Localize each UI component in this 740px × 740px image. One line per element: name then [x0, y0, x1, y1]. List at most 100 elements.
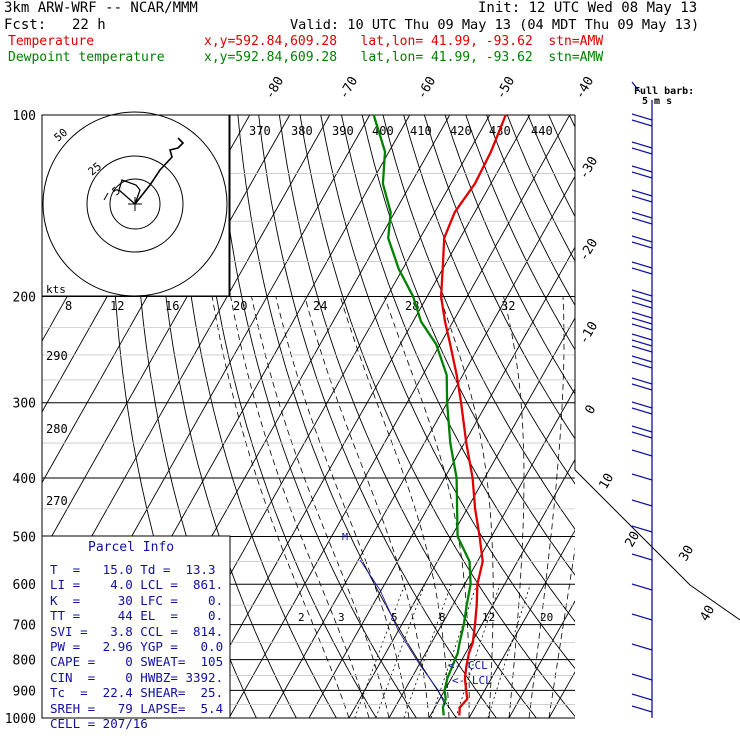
- hodograph-axis-label: 8: [65, 299, 72, 313]
- dry-adiabat-line: [258, 115, 497, 718]
- wind-barb-legend-icon: [631, 81, 641, 93]
- pressure-label: 700: [13, 619, 36, 634]
- lcl-marker: <- LCL: [452, 674, 492, 687]
- hodograph-tick: [103, 192, 109, 201]
- dewpoint-location: x,y=592.84,609.28 lat,lon= 41.99, -93.62…: [204, 50, 604, 65]
- hodograph-axis-label: 32: [501, 299, 515, 313]
- wind-barb: [631, 217, 653, 225]
- wind-barb: [631, 553, 653, 561]
- dry-adiabat-line: [527, 115, 575, 218]
- moist-adiabat-line: [275, 296, 410, 718]
- mixing-ratio-label: 8: [439, 611, 446, 624]
- hodograph-ring: [86, 155, 184, 253]
- moist-adiabat-line: [304, 296, 430, 718]
- wind-barb: [631, 339, 653, 347]
- forecast-label: Fcst:: [4, 17, 47, 33]
- plot-right-edge: [574, 115, 740, 621]
- pressure-label: 400: [13, 472, 36, 487]
- wind-barb: [631, 431, 653, 439]
- temperature-location: x,y=592.84,609.28 lat,lon= 41.99, -93.62…: [204, 34, 604, 49]
- mixing-ratio-label: 3: [338, 611, 345, 624]
- mixing-ratio-label: 12: [482, 611, 495, 624]
- theta-label: 400: [372, 124, 394, 138]
- wind-barb: [631, 643, 653, 651]
- wind-barb: [631, 301, 653, 309]
- theta-left-label: 290: [46, 349, 68, 363]
- dry-adiabat-line: [216, 115, 417, 718]
- forecast-hour: 22 h: [72, 17, 106, 33]
- parcel-info-box: [41, 535, 231, 719]
- wind-barb: [631, 449, 653, 457]
- dry-adiabat-line: [341, 115, 575, 623]
- moist-adiabat-line: [439, 296, 494, 718]
- moist-adiabat-line: [251, 296, 390, 718]
- parcel-info-row: PW = 2.96 YGP = 0.0: [50, 639, 224, 654]
- valid-time: Valid: 10 UTC Thu 09 May 13 (04 MDT Thu …: [290, 17, 700, 33]
- mixing-ratio-line: [354, 584, 406, 718]
- pressure-label: 600: [13, 578, 36, 593]
- ccl-marker: <- CCL: [448, 659, 488, 672]
- wind-barb: [631, 355, 653, 363]
- parcel-info-title: Parcel Info: [88, 540, 175, 555]
- parcel-info-row: CAPE = 0 SWEAT= 105: [50, 654, 224, 670]
- dry-adiabat-line: [423, 115, 575, 440]
- hodograph-axis-label: 12: [110, 299, 124, 313]
- wind-barb: [631, 333, 653, 341]
- wind-barb: [631, 425, 653, 433]
- wind-barb: [631, 499, 653, 507]
- wind-barb: [631, 317, 653, 325]
- isotherm-label: -40: [572, 74, 597, 102]
- mixing-ratio-label: 5: [391, 611, 398, 624]
- dry-adiabat-line: [632, 115, 740, 731]
- wind-barb: [631, 165, 653, 173]
- isotherm-line: [548, 671, 575, 718]
- temperature-line: [439, 114, 507, 716]
- init-time: Init: 12 UTC Wed 08 May 13: [478, 0, 698, 16]
- pressure-label: 900: [13, 684, 36, 699]
- isotherm-line: [228, 115, 571, 718]
- moist-adiabat-line: [548, 546, 575, 718]
- parcel-info-row: K = 30 LFC = 0.: [50, 592, 224, 608]
- parcel-info-row: Tc = 22.4 SHEAR= 25.: [50, 685, 224, 701]
- hodograph-axis-label: 24: [313, 299, 327, 313]
- dry-adiabat-line: [568, 115, 575, 129]
- isotherm-label: 30: [676, 543, 697, 564]
- wind-barb: [631, 235, 653, 243]
- isotherm-label: -70: [336, 74, 361, 102]
- theta-label: 380: [291, 124, 313, 138]
- pressure-label: 500: [13, 530, 36, 545]
- wind-barb: [631, 345, 653, 353]
- wind-barb: [631, 289, 653, 297]
- parcel-info-row: CIN = 0 HWBZ= 3392.: [50, 669, 224, 685]
- wind-barb: [631, 525, 653, 533]
- isotherm-line: [268, 175, 575, 718]
- isotherm-line: [468, 529, 575, 718]
- theta-label: 410: [410, 124, 432, 138]
- parcel-line: [359, 559, 446, 706]
- dewpoint-legend: Dewpoint temperature: [8, 50, 165, 65]
- wind-barb: [631, 673, 653, 681]
- theta-label: 420: [450, 124, 472, 138]
- dry-adiabat-line: [320, 115, 575, 670]
- hodograph-ring: [109, 178, 161, 230]
- wind-barb: [631, 361, 653, 369]
- parcel-info-row: CELL = 207/16: [50, 716, 148, 731]
- pressure-label: 300: [13, 397, 36, 412]
- dry-adiabat-line: [506, 115, 575, 262]
- parcel-info-row: LI = 4.0 LCL = 861.: [50, 577, 224, 593]
- isotherm-line: [42, 115, 291, 555]
- mixing-ratio-label: 20: [540, 611, 553, 624]
- moist-adiabat-line: [211, 296, 350, 718]
- isotherm-label: 0: [582, 403, 599, 417]
- wind-barb: [631, 383, 653, 391]
- pressure-label: 100: [13, 109, 36, 124]
- isotherm-line: [589, 115, 740, 718]
- dry-adiabat-line: [590, 115, 740, 731]
- dry-adiabat-line: [444, 115, 575, 395]
- dry-adiabat-line: [196, 115, 377, 718]
- isotherm-label: 40: [697, 603, 718, 624]
- wind-barb: [631, 295, 653, 303]
- isotherm-label: 10: [596, 471, 617, 492]
- isotherm-label: -30: [576, 154, 601, 182]
